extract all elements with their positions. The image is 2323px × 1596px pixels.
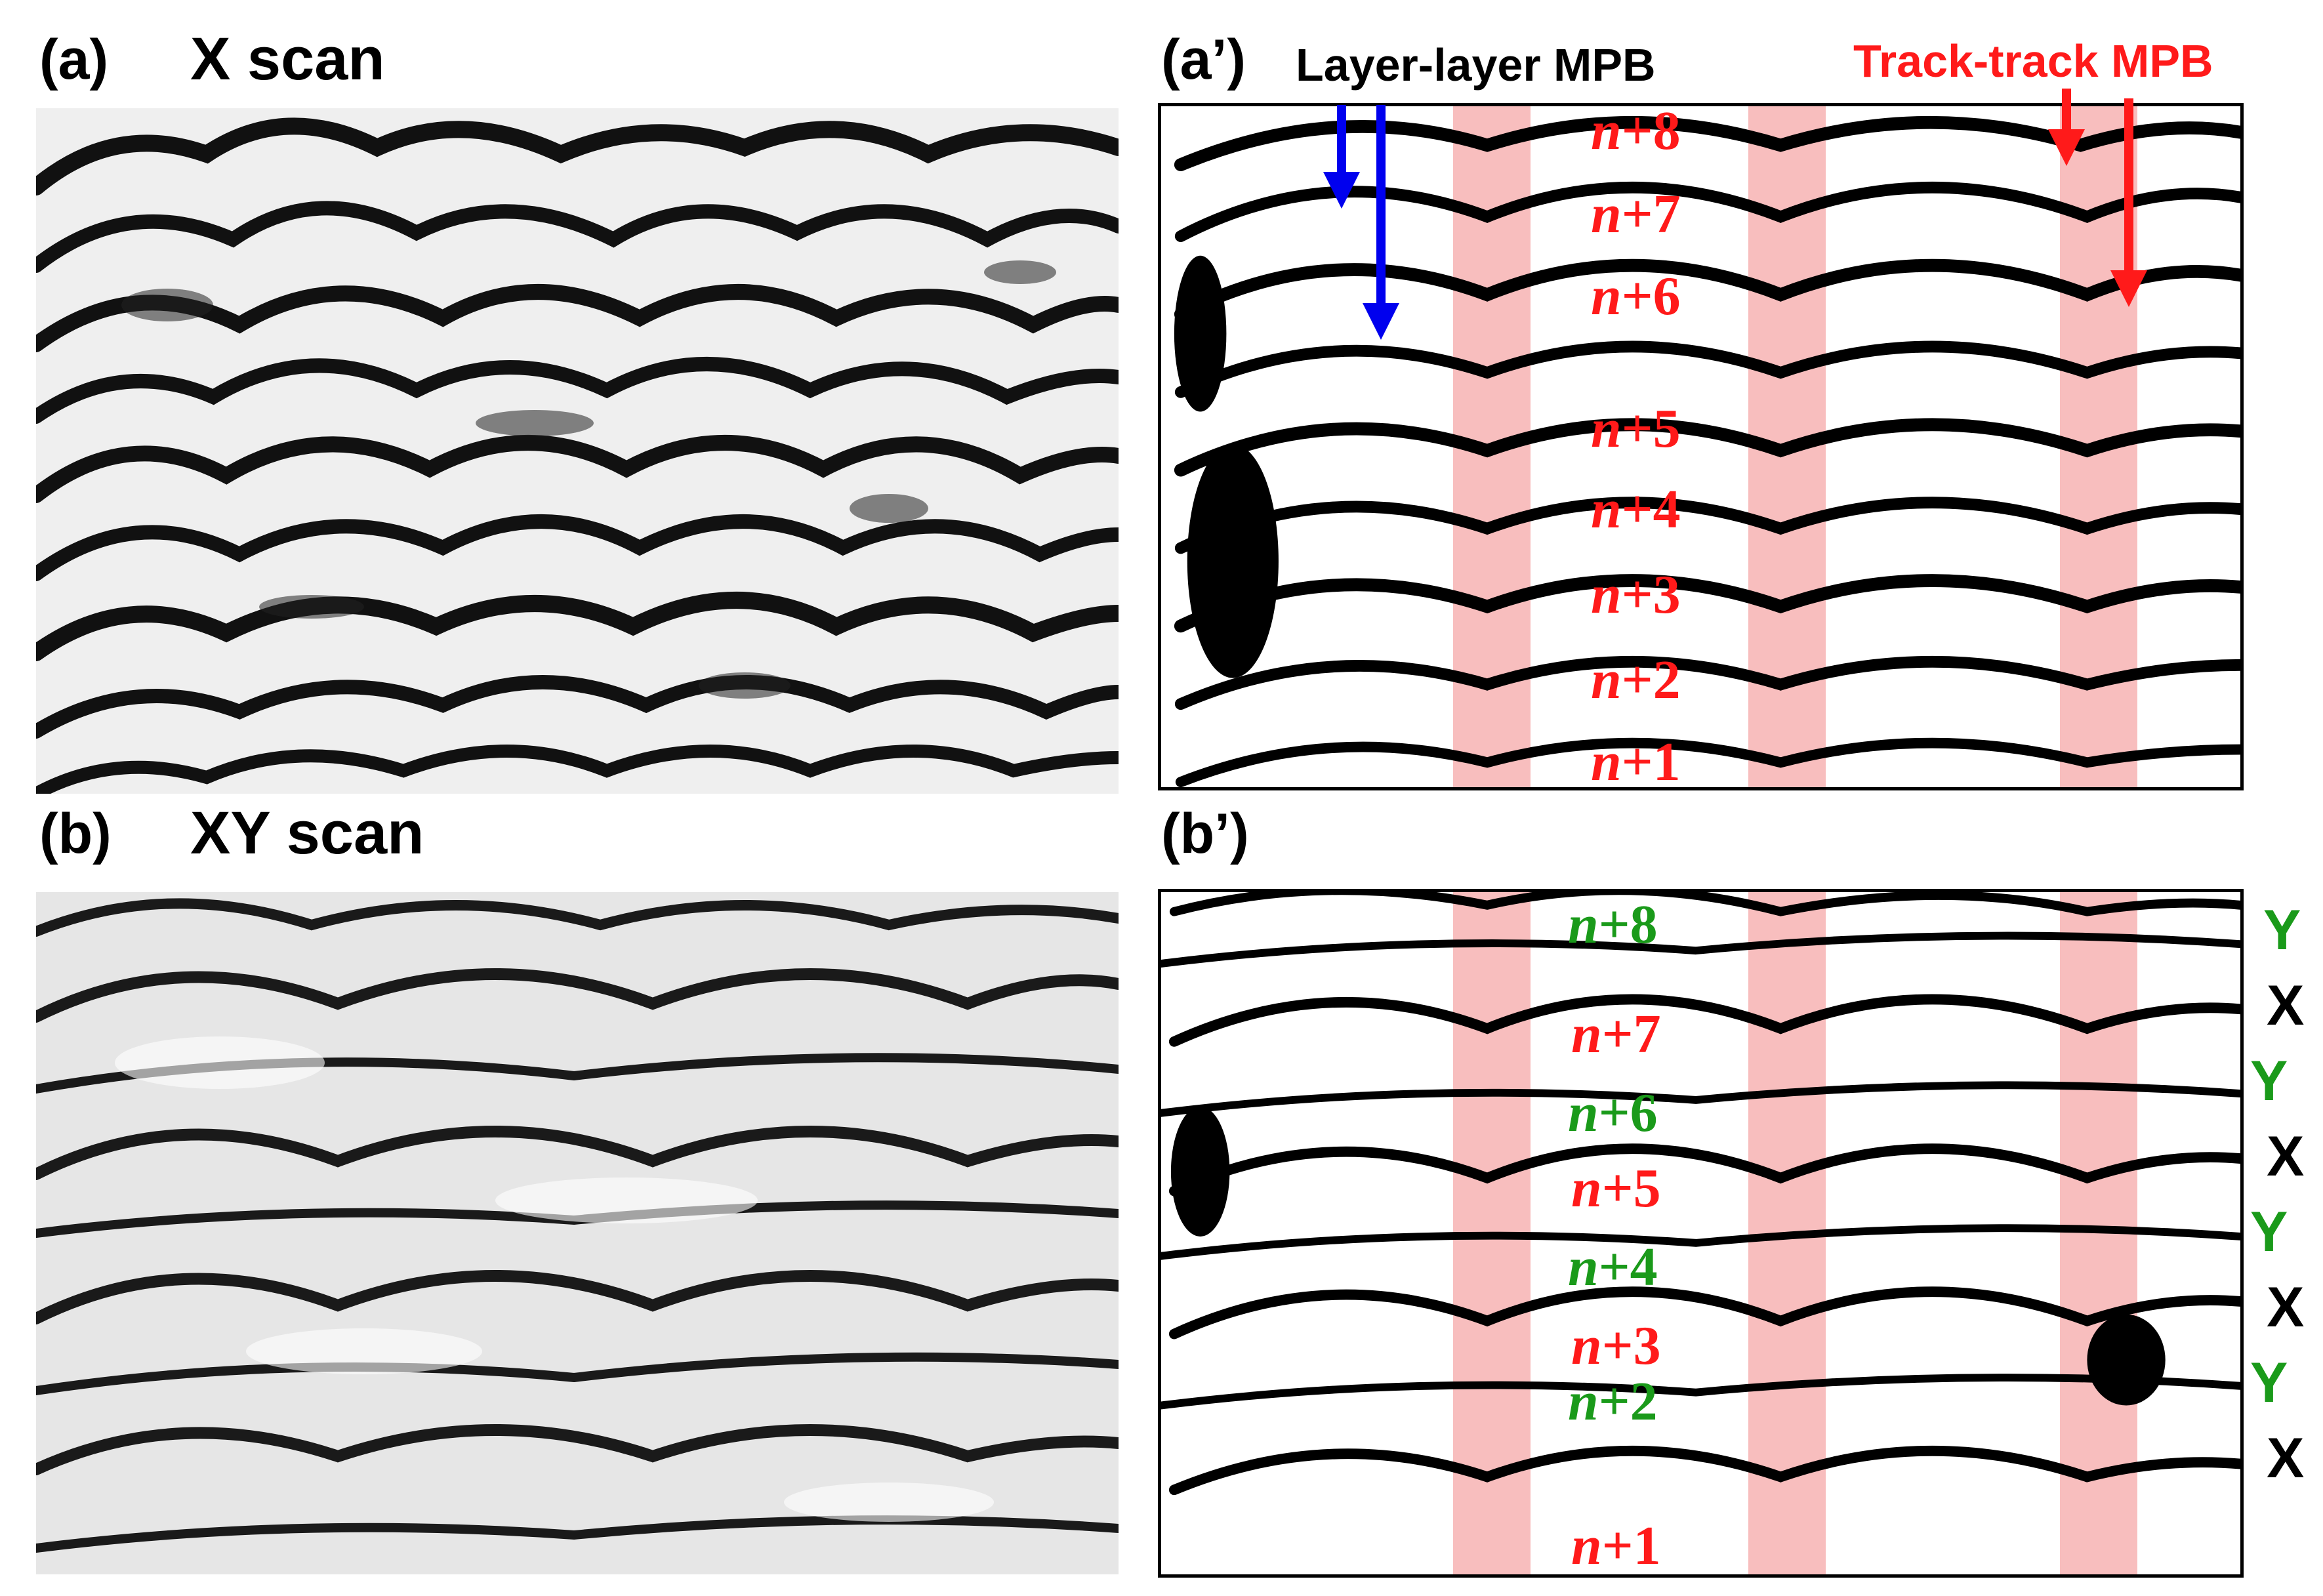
layer-label-b-1: n+1 (1571, 1515, 1661, 1576)
panel-a-label: (a) (39, 28, 109, 91)
layer-label-a-8: n+8 (1591, 100, 1681, 161)
scan-direction-8: X (2267, 1427, 2305, 1490)
layer-label-a-3: n+3 (1591, 564, 1681, 625)
scan-direction-6: X (2267, 1276, 2305, 1339)
panel-a-title: X scan (190, 26, 385, 92)
layer-label-a-4: n+4 (1591, 479, 1681, 540)
layer-label-a-2: n+2 (1591, 649, 1681, 710)
layer-layer-mpb-annotation: Layer-layer MPB (1296, 39, 1656, 91)
scan-direction-3: Y (2250, 1050, 2288, 1113)
scan-direction-5: Y (2250, 1200, 2288, 1263)
layer-label-b-2: n+2 (1568, 1371, 1658, 1432)
panel-bp-label: (b’) (1161, 802, 1249, 865)
layer-label-a-1: n+1 (1591, 731, 1681, 792)
panel-b-title: XY scan (190, 800, 424, 867)
layer-label-b-5: n+5 (1571, 1158, 1661, 1219)
layer-label-b-7: n+7 (1571, 1004, 1661, 1065)
x-scan-schematic (1158, 103, 2244, 790)
track-track-mpb-annotation: Track-track MPB (1853, 35, 2213, 87)
x-scan-melt-pool-boundaries (1174, 115, 2240, 787)
layer-label-b-4: n+4 (1568, 1237, 1658, 1298)
scan-direction-7: Y (2250, 1351, 2288, 1414)
layer-label-b-3: n+3 (1571, 1315, 1661, 1376)
xy-scan-microstructure (36, 898, 1119, 1553)
scan-direction-1: Y (2263, 899, 2301, 962)
scan-direction-4: X (2267, 1125, 2305, 1188)
layer-label-a-5: n+5 (1591, 398, 1681, 459)
layer-label-a-7: n+7 (1591, 184, 1681, 245)
x-scan-microstructure (36, 117, 1119, 794)
scan-direction-2: X (2267, 974, 2305, 1037)
x-scan-micrograph (36, 108, 1119, 794)
layer-label-b-6: n+6 (1568, 1082, 1658, 1143)
xy-scan-melt-pool-boundaries (1161, 892, 2240, 1496)
panel-ap-label: (a’) (1161, 28, 1246, 91)
layer-label-a-6: n+6 (1591, 266, 1681, 327)
panel-b-label: (b) (39, 802, 112, 865)
xy-scan-micrograph (36, 892, 1119, 1574)
layer-label-b-8: n+8 (1568, 894, 1658, 955)
xy-scan-schematic (1158, 889, 2244, 1578)
